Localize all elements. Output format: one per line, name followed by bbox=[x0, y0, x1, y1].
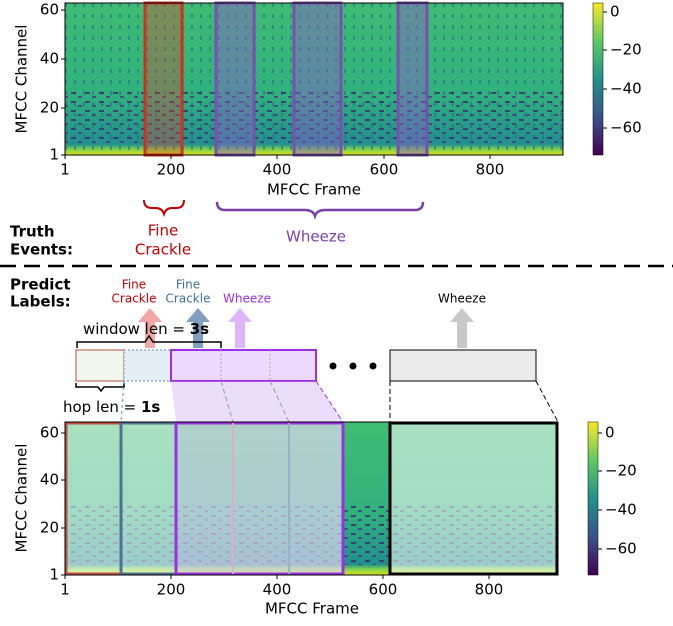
colorbar-tick-label: −20 bbox=[605, 462, 637, 480]
window-value: 3s bbox=[190, 320, 209, 338]
window-box bbox=[123, 349, 172, 382]
windows: window len = 3s hop len = 1s bbox=[63, 320, 559, 423]
y-tick-label: 20 bbox=[40, 519, 59, 537]
projection-line bbox=[535, 380, 559, 423]
y-tick-label: 40 bbox=[40, 50, 59, 68]
x-tick-label: 600 bbox=[370, 161, 399, 179]
ellipsis-dot bbox=[329, 362, 337, 370]
ellipsis-dot bbox=[349, 362, 357, 370]
arrow bbox=[450, 308, 474, 348]
x-tick-label: 200 bbox=[157, 161, 186, 179]
hop-text: hop len = bbox=[63, 398, 141, 416]
x-tick-label: 400 bbox=[263, 581, 292, 599]
crackle-box bbox=[143, 1, 184, 157]
x-tick-label: 400 bbox=[263, 161, 292, 179]
window-text: window len = bbox=[83, 320, 190, 338]
bracket bbox=[76, 334, 222, 348]
top-panel: MFCC Channel MFCC Frame 1 200 400 600 800120… bbox=[13, 1, 642, 199]
colorbar bbox=[587, 421, 599, 576]
window-overlay bbox=[390, 422, 558, 575]
event-label: Fine bbox=[148, 222, 178, 240]
colorbar-tick-label: −20 bbox=[610, 41, 642, 59]
spectrogram-texture bbox=[65, 90, 563, 145]
y-tick-label: 1 bbox=[49, 566, 59, 584]
x-tick-label: 600 bbox=[369, 581, 398, 599]
x-label: MFCC Frame bbox=[267, 181, 361, 199]
colorbar-tick-label: −40 bbox=[605, 501, 637, 519]
brace bbox=[143, 199, 185, 218]
predicted-label: Wheeze bbox=[223, 292, 271, 306]
arrow bbox=[186, 308, 210, 348]
predicted-label: Crackle bbox=[112, 292, 157, 306]
wheeze-box bbox=[292, 1, 343, 157]
window-box bbox=[389, 349, 537, 382]
window-len: window len = 3s bbox=[83, 320, 209, 338]
ellipsis-dot bbox=[369, 362, 377, 370]
predicted-label: Crackle bbox=[166, 292, 211, 306]
predict-label: Labels: bbox=[10, 293, 71, 311]
projection-line bbox=[315, 380, 344, 423]
predict-label: Predict bbox=[10, 276, 71, 294]
y-tick-label: 1 bbox=[49, 146, 59, 164]
projection-line bbox=[120, 380, 125, 423]
x-tick-label: 1 bbox=[60, 161, 70, 179]
wheeze-box bbox=[214, 1, 256, 157]
colorbar-tick-label: −40 bbox=[610, 80, 642, 98]
colorbar-tick-label: 0 bbox=[610, 3, 620, 21]
wheeze-box bbox=[396, 1, 429, 157]
y-tick-label: 60 bbox=[40, 1, 59, 19]
event-label: Wheeze bbox=[286, 228, 346, 246]
x-label: MFCC Frame bbox=[265, 600, 359, 618]
colorbar bbox=[592, 2, 604, 156]
brace bbox=[215, 201, 425, 220]
arrow bbox=[138, 308, 162, 348]
window-overlay bbox=[65, 422, 343, 575]
axes-frame bbox=[64, 2, 564, 156]
y-tick-label: 60 bbox=[40, 424, 59, 442]
hop-value: 1s bbox=[141, 398, 160, 416]
window-box bbox=[170, 349, 317, 382]
bracket bbox=[75, 383, 125, 393]
colorbar-tick-label: −60 bbox=[605, 540, 637, 558]
arrow bbox=[228, 308, 252, 348]
y-tick-label: 40 bbox=[40, 471, 59, 489]
predicted-label: Fine bbox=[122, 278, 146, 292]
truth-events: Truth Events: Fine Crackle Wheeze bbox=[0, 199, 673, 268]
truth-label: Events: bbox=[10, 241, 73, 259]
y-label: MFCC Channel bbox=[13, 25, 31, 134]
projection bbox=[171, 381, 343, 422]
window-frame bbox=[388, 421, 559, 576]
colorbar-tick-label: 0 bbox=[605, 424, 615, 442]
x-tick-label: 1 bbox=[60, 581, 70, 599]
window-frame bbox=[174, 421, 345, 576]
predicted-label: Fine bbox=[176, 278, 200, 292]
colorbar-tick-label: −60 bbox=[610, 119, 642, 137]
x-tick-label: 200 bbox=[157, 581, 186, 599]
axes-frame bbox=[64, 421, 559, 576]
y-tick-label: 20 bbox=[40, 99, 59, 117]
predicted-label: Wheeze bbox=[438, 292, 486, 306]
projection-line bbox=[220, 380, 234, 423]
window-box bbox=[75, 349, 125, 382]
y-label: MFCC Channel bbox=[13, 444, 31, 553]
hop-len: hop len = 1s bbox=[63, 398, 160, 416]
bottom-panel: MFCC Channel MFCC Frame 1 200 400 600 800120… bbox=[13, 421, 637, 618]
x-tick-label: 800 bbox=[475, 581, 504, 599]
predictions: Predict Labels: Fine Crackle Fine Crackl… bbox=[10, 276, 486, 348]
event-label: Crackle bbox=[135, 241, 191, 259]
truth-label: Truth bbox=[10, 223, 55, 241]
x-tick-label: 800 bbox=[476, 161, 505, 179]
